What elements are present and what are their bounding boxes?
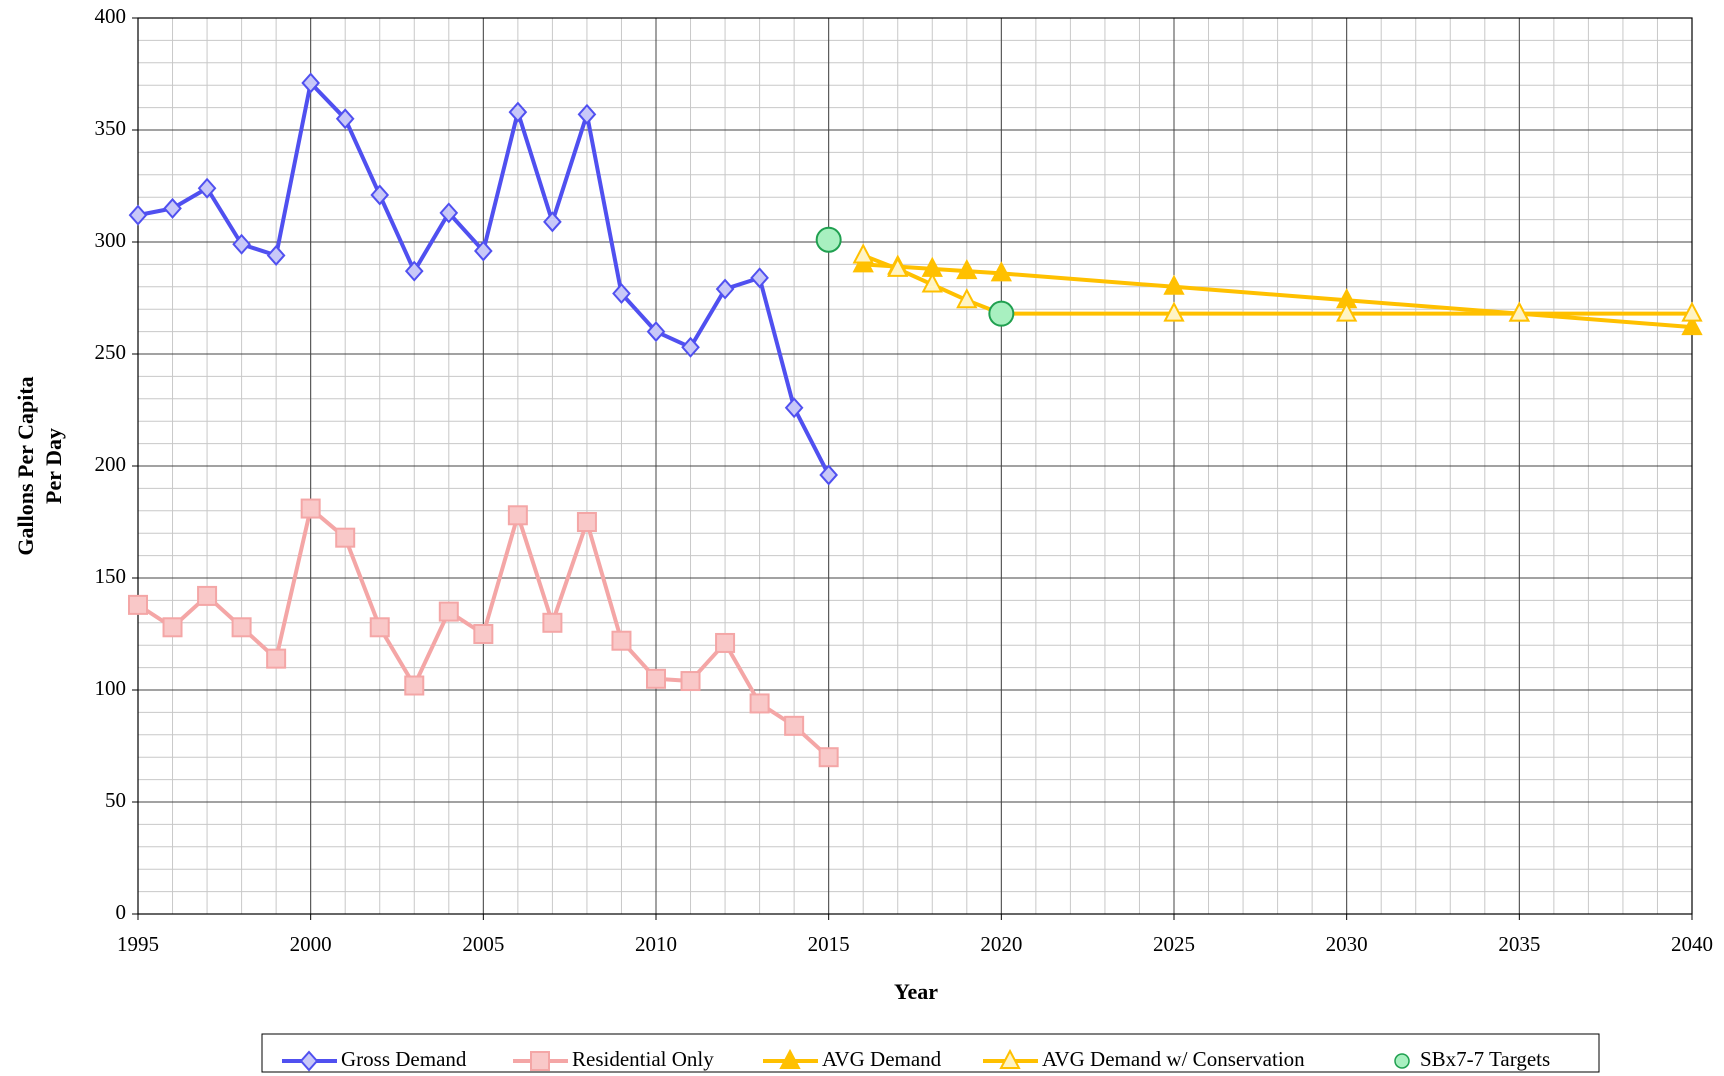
marker <box>646 321 666 343</box>
marker <box>990 261 1012 282</box>
y-tick-label: 200 <box>95 452 127 476</box>
marker <box>266 244 286 266</box>
x-tick-label: 2040 <box>1671 932 1713 956</box>
marker <box>197 585 218 606</box>
marker <box>231 617 252 638</box>
marker <box>1681 301 1703 322</box>
marker <box>335 527 356 548</box>
y-tick-label: 150 <box>95 564 127 588</box>
x-tick-label: 2035 <box>1498 932 1540 956</box>
marker <box>266 648 287 669</box>
marker <box>473 240 493 262</box>
marker <box>508 101 528 123</box>
legend-label: AVG Demand w/ Conservation <box>1042 1047 1305 1071</box>
x-tick-label: 2010 <box>635 932 677 956</box>
marker <box>543 211 562 233</box>
marker <box>542 612 563 633</box>
x-tick-label: 2025 <box>1153 932 1195 956</box>
legend-label: Gross Demand <box>341 1047 467 1071</box>
marker <box>438 601 459 622</box>
marker <box>577 103 597 125</box>
y-tick-label: 250 <box>95 340 127 364</box>
legend-label: AVG Demand <box>822 1047 942 1071</box>
x-tick-label: 2030 <box>1326 932 1368 956</box>
y-axis-label: Per Day <box>41 428 66 504</box>
marker <box>369 617 390 638</box>
marker <box>335 108 355 130</box>
legend-marker <box>779 1048 801 1069</box>
marker <box>128 204 148 226</box>
x-tick-label: 2015 <box>808 932 850 956</box>
marker <box>887 256 909 277</box>
marker <box>921 272 943 293</box>
y-tick-label: 100 <box>95 676 127 700</box>
marker <box>681 336 700 358</box>
marker <box>784 397 804 419</box>
marker <box>439 202 459 224</box>
x-tick-label: 2020 <box>980 932 1022 956</box>
marker <box>715 632 736 653</box>
legend-marker <box>999 1048 1021 1069</box>
marker <box>1163 274 1185 295</box>
marker <box>988 300 1015 327</box>
plot-frame <box>137 17 1693 915</box>
y-tick-label: 400 <box>95 4 127 28</box>
x-tick-label: 2005 <box>462 932 504 956</box>
x-axis-label: Year <box>894 979 938 1004</box>
marker <box>852 243 874 264</box>
marker <box>404 675 425 696</box>
marker <box>301 72 321 94</box>
marker <box>128 594 148 615</box>
legend-box <box>261 1033 1600 1073</box>
marker <box>370 184 390 206</box>
legend-marker <box>299 1050 319 1072</box>
marker <box>646 668 666 689</box>
marker <box>784 715 805 736</box>
legend-marker <box>1394 1053 1410 1069</box>
marker <box>404 260 424 282</box>
marker <box>611 630 632 651</box>
marker <box>680 671 701 692</box>
y-axis-label: Gallons Per Capita <box>13 376 38 555</box>
marker <box>815 226 842 253</box>
marker <box>1163 301 1185 322</box>
marker <box>715 278 735 300</box>
marker <box>749 693 770 714</box>
legend-marker <box>530 1051 550 1071</box>
x-tick-label: 1995 <box>117 932 159 956</box>
legend-label: SBx7-7 Targets <box>1420 1047 1550 1071</box>
y-tick-label: 350 <box>95 116 127 140</box>
marker <box>197 177 217 199</box>
x-tick-label: 2000 <box>290 932 332 956</box>
y-tick-label: 0 <box>116 900 127 924</box>
legend-label: Residential Only <box>572 1047 714 1071</box>
marker <box>1681 314 1703 336</box>
marker <box>576 512 597 532</box>
marker <box>1336 301 1358 322</box>
marker <box>473 624 494 644</box>
marker <box>956 288 978 309</box>
marker <box>163 197 182 219</box>
marker <box>1508 301 1530 322</box>
marker <box>818 747 839 768</box>
marker <box>750 267 769 289</box>
y-tick-label: 300 <box>95 228 127 252</box>
marker <box>507 505 528 526</box>
marker <box>232 233 251 255</box>
marker <box>612 283 631 305</box>
y-tick-label: 50 <box>105 788 126 812</box>
marker <box>819 464 839 486</box>
marker <box>300 498 321 519</box>
marker <box>162 617 183 638</box>
marker <box>956 258 978 280</box>
